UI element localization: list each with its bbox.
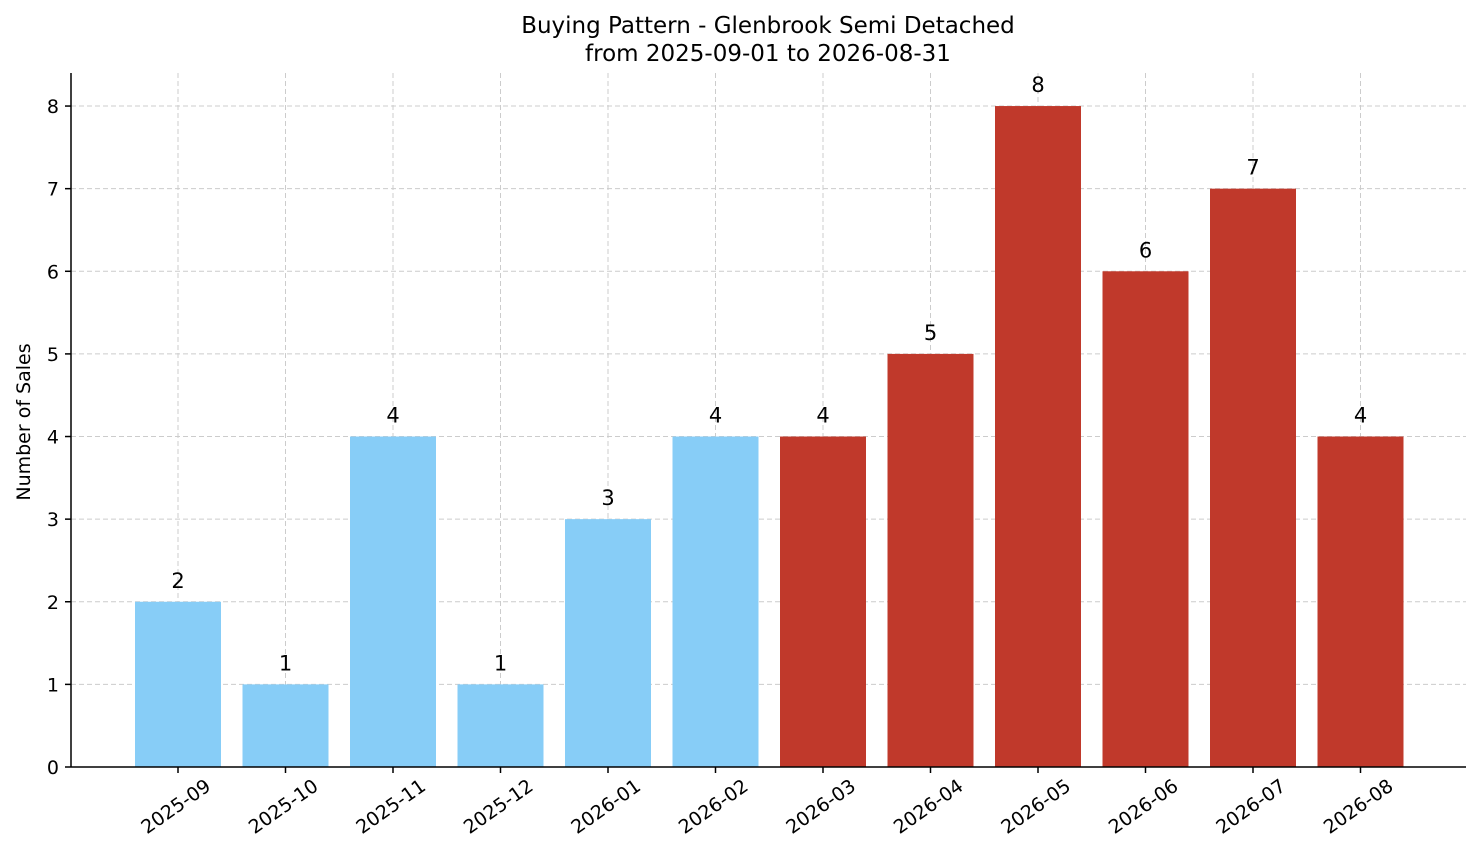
x-tick-label: 2026-07: [1212, 775, 1290, 839]
bar-value-label: 6: [1139, 238, 1152, 262]
y-tick-label: 2: [47, 592, 59, 614]
bar: [995, 106, 1081, 768]
bar: [457, 684, 544, 767]
bar: [350, 436, 436, 767]
y-tick-label: 3: [47, 509, 59, 531]
x-tick-label: 2026-01: [567, 775, 645, 839]
bar-value-labels: 2 1 4 1 3 4 4 5 8 6 7 4: [171, 73, 1367, 675]
bar: [1102, 271, 1189, 767]
x-tick-label: 2025-10: [245, 775, 323, 839]
bar-value-label: 7: [1246, 156, 1259, 180]
bar-value-label: 1: [494, 651, 507, 675]
bars: [135, 106, 1404, 768]
y-tick-label: 5: [47, 344, 59, 366]
bar-value-label: 4: [1354, 404, 1367, 428]
bar: [135, 601, 221, 767]
bar: [242, 684, 329, 767]
x-tick-label: 2025-11: [352, 775, 430, 839]
bar-value-label: 2: [171, 569, 184, 593]
chart-subtitle: from 2025-09-01 to 2026-08-31: [585, 41, 951, 67]
x-tick-label: 2025-12: [460, 775, 538, 839]
y-tick-label: 4: [47, 427, 59, 449]
x-tick-label: 2026-05: [997, 775, 1075, 839]
bar-value-label: 8: [1031, 73, 1044, 97]
bar: [887, 353, 974, 767]
x-tick-label: 2026-02: [675, 775, 753, 839]
y-axis-ticks: 0 1 2 3 4 5 6 7 8: [47, 96, 71, 779]
bar: [1210, 188, 1296, 767]
y-tick-label: 8: [47, 96, 59, 118]
x-tick-label: 2025-09: [137, 775, 215, 839]
bar: [565, 519, 651, 767]
x-tick-label: 2026-06: [1105, 775, 1183, 839]
y-axis-label: Number of Sales: [13, 343, 35, 500]
bar-value-label: 3: [601, 486, 614, 510]
bar: [672, 436, 759, 767]
chart-title: Buying Pattern - Glenbrook Semi Detached: [521, 13, 1015, 39]
x-tick-label: 2026-04: [890, 775, 968, 839]
bar-value-label: 5: [924, 321, 937, 345]
x-tick-label: 2026-08: [1320, 775, 1398, 839]
y-tick-label: 7: [47, 179, 59, 201]
bar-value-label: 1: [279, 651, 292, 675]
bar-value-label: 4: [386, 404, 399, 428]
y-tick-label: 1: [47, 674, 59, 696]
x-tick-label: 2026-03: [782, 775, 860, 839]
bar-value-label: 4: [709, 404, 722, 428]
bar: [780, 436, 866, 767]
bar-value-label: 4: [816, 404, 829, 428]
y-tick-label: 6: [47, 261, 59, 283]
y-tick-label: 0: [47, 757, 59, 779]
bar: [1317, 436, 1404, 767]
x-axis-ticks: 2025-09 2025-10 2025-11 2025-12 2026-01 2026-…: [137, 767, 1397, 839]
